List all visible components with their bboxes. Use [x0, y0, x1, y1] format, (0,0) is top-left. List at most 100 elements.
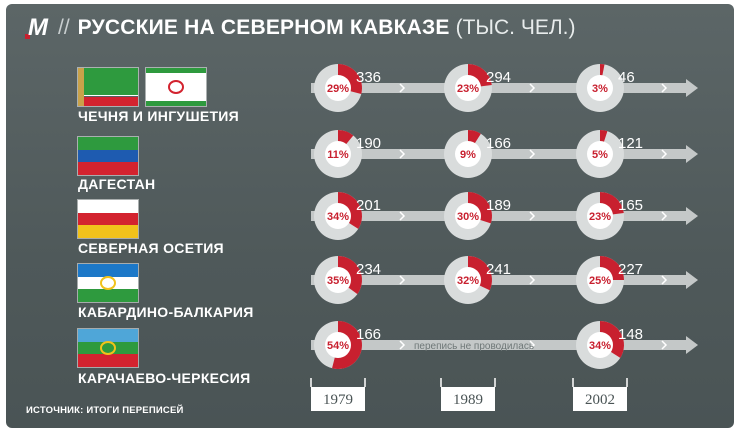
year-label-text: 1989	[453, 392, 483, 408]
chechnya-flag	[78, 68, 138, 106]
population-value-label: 336	[356, 69, 381, 86]
row-arrow-band	[311, 149, 688, 159]
no-census-label: перепись не проводилась	[414, 341, 534, 352]
region-name: КАБАРДИНО-БАЛКАРИЯ	[78, 304, 254, 320]
region-name: КАРАЧАЕВО-ЧЕРКЕСИЯ	[78, 370, 251, 386]
row-chevron	[529, 83, 536, 93]
share-percent-label: 9%	[460, 149, 476, 161]
share-percent-label: 25%	[589, 275, 611, 287]
region-row: 29% 336 23% 294 3% 46	[311, 64, 698, 112]
flag-band	[78, 354, 138, 367]
year-label-box	[573, 387, 627, 411]
row-chevron	[661, 149, 668, 159]
population-value-label: 148	[618, 326, 643, 343]
year-label: 1979	[310, 378, 366, 411]
flag-band	[78, 200, 138, 213]
page-title: // РУССКИЕ НА СЕВЕРНОМ КАВКАЗЕ (ТЫС. ЧЕЛ.)	[58, 16, 575, 40]
logo-dot	[25, 34, 30, 39]
flag-band	[78, 68, 138, 95]
flag-ornament	[78, 68, 84, 106]
flag-band	[146, 100, 206, 106]
year-label: 1989	[440, 378, 496, 411]
flag-band	[78, 162, 138, 175]
share-percent-label: 3%	[592, 83, 608, 95]
ingushetia-flag	[146, 68, 206, 106]
row-arrow-band	[311, 340, 688, 350]
population-value-label: 294	[486, 69, 511, 86]
population-value-label: 121	[618, 135, 643, 152]
row-arrow-head	[686, 145, 698, 163]
row-chevron	[661, 275, 668, 285]
row-arrow-head	[686, 79, 698, 97]
row-chevron	[661, 340, 668, 350]
region-name: СЕВЕРНАЯ ОСЕТИЯ	[78, 240, 224, 256]
share-percent-label: 23%	[589, 211, 611, 223]
share-circle-center	[325, 75, 351, 101]
share-percent-label: 11%	[327, 149, 349, 161]
row-chevron	[661, 83, 668, 93]
flag-emblem-icon	[100, 276, 116, 290]
share-percent-label: 32%	[457, 275, 479, 287]
population-value-label: 241	[486, 261, 511, 278]
region-row: 35% 234 32% 241 25% 227	[311, 256, 698, 304]
row-arrow-head	[686, 271, 698, 289]
flag-band	[78, 329, 138, 342]
share-percent-label: 35%	[327, 275, 349, 287]
share-circle-center	[325, 203, 351, 229]
share-circle-center	[455, 203, 481, 229]
row-chevron	[529, 149, 536, 159]
row-chevron	[529, 340, 536, 350]
row-arrow-band	[311, 275, 688, 285]
population-value-label: 189	[486, 197, 511, 214]
north-ossetia-flag	[78, 200, 138, 238]
population-value-label: 190	[356, 135, 381, 152]
share-circle-center	[587, 203, 613, 229]
flag-band	[78, 212, 138, 226]
share-circle-center	[455, 267, 481, 293]
region-row: 11% 190 9% 166 5% 121	[311, 130, 698, 178]
population-value-label: 46	[618, 69, 635, 86]
flag-band	[78, 264, 138, 277]
row-chevron	[399, 149, 406, 159]
region-name: ЧЕЧНЯ И ИНГУШЕТИЯ	[78, 108, 240, 124]
year-label-text: 2002	[585, 392, 615, 408]
share-circle-center	[587, 267, 613, 293]
row-arrow-head	[686, 207, 698, 225]
share-circle-center	[587, 141, 613, 167]
population-value-label: 227	[618, 261, 643, 278]
share-percent-label: 34%	[327, 211, 349, 223]
row-chevron	[661, 211, 668, 221]
population-value-label: 234	[356, 261, 381, 278]
flag-band	[78, 149, 138, 163]
region-name: ДАГЕСТАН	[78, 176, 156, 192]
title-separator: //	[58, 16, 70, 39]
kbr-flag	[78, 264, 138, 302]
population-value-label: 201	[356, 197, 381, 214]
share-circle-center	[325, 267, 351, 293]
flag-band	[78, 94, 138, 97]
share-circle-center	[455, 75, 481, 101]
row-chevron	[399, 211, 406, 221]
year-label-box	[311, 387, 365, 411]
population-value-label: 166	[356, 326, 381, 343]
region-row: 54% 166 34% 148 перепись не проводилась	[311, 321, 698, 369]
share-percent-label: 54%	[327, 340, 349, 352]
year-label: 2002	[572, 378, 628, 411]
share-percent-label: 5%	[592, 149, 608, 161]
share-circle-center	[325, 141, 351, 167]
flag-band	[78, 225, 138, 238]
dagestan-flag	[78, 137, 138, 175]
title-main: РУССКИЕ НА СЕВЕРНОМ КАВКАЗЕ	[77, 16, 450, 39]
population-value-label: 166	[486, 135, 511, 152]
source-note: ИСТОЧНИК: ИТОГИ ПЕРЕПИСЕЙ	[26, 405, 184, 416]
share-percent-label: 30%	[457, 211, 479, 223]
row-chevron	[399, 275, 406, 285]
share-circle-center	[587, 75, 613, 101]
share-circle-center	[455, 141, 481, 167]
row-chevron	[529, 275, 536, 285]
year-label-text: 1979	[323, 392, 353, 408]
row-arrow-head	[686, 336, 698, 354]
population-value-label: 165	[618, 197, 643, 214]
row-chevron	[399, 340, 406, 350]
flag-band	[78, 289, 138, 302]
